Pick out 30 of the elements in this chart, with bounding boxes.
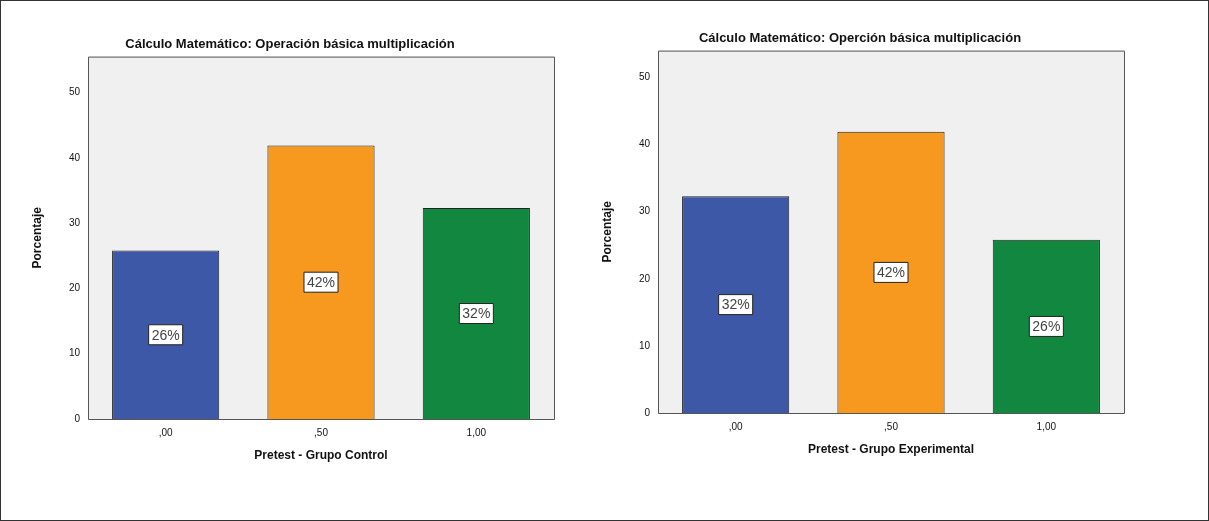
data-label: 32% xyxy=(721,296,750,313)
y-tick-label: 50 xyxy=(638,71,651,83)
y-tick-label: 20 xyxy=(68,282,81,294)
y-axis-title: Porcentaje xyxy=(29,206,44,269)
y-tick-label: 50 xyxy=(68,86,81,98)
chart-title: Cálculo Matemático: Operción básica multiplicación xyxy=(698,30,1022,46)
x-tick-label: ,00 xyxy=(728,420,744,432)
y-tick-label: 10 xyxy=(68,347,81,359)
y-tick-label: 20 xyxy=(638,272,651,284)
x-axis-title: Pretest - Grupo Experimental xyxy=(807,442,975,457)
y-axis-title: Porcentaje xyxy=(599,200,614,263)
y-tick-label: 0 xyxy=(74,412,81,424)
data-label: 32% xyxy=(462,305,491,322)
y-tick-label: 30 xyxy=(68,216,81,228)
x-tick-label: ,50 xyxy=(314,426,329,438)
data-label: 26% xyxy=(151,326,180,343)
y-tick-label: 40 xyxy=(638,138,651,150)
x-tick-label: 1,00 xyxy=(1036,420,1057,432)
x-tick-label: ,50 xyxy=(884,420,899,432)
y-tick-label: 30 xyxy=(638,205,651,217)
x-axis-title: Pretest - Grupo Control xyxy=(254,448,388,463)
data-label: 26% xyxy=(1032,318,1061,335)
x-tick-label: ,00 xyxy=(158,426,174,438)
chart-title: Cálculo Matemático: Operación básica multiplicación xyxy=(125,36,455,52)
data-label: 42% xyxy=(876,264,906,281)
x-tick-label: 1,00 xyxy=(466,426,487,438)
y-tick-label: 10 xyxy=(638,339,651,351)
y-tick-label: 0 xyxy=(644,406,651,418)
y-tick-label: 40 xyxy=(68,151,81,163)
data-label: 42% xyxy=(306,274,336,291)
